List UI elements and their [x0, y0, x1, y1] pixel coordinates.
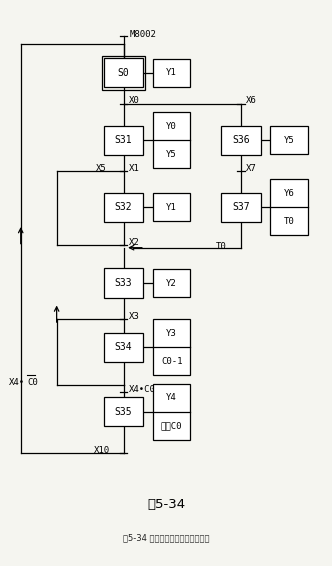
Bar — [221, 193, 261, 222]
Text: S33: S33 — [115, 278, 132, 288]
Bar — [153, 112, 191, 168]
Text: Y1: Y1 — [166, 68, 177, 78]
Text: X0: X0 — [128, 96, 139, 105]
Text: T0: T0 — [216, 242, 226, 251]
Bar — [153, 269, 191, 297]
Text: T0: T0 — [284, 217, 294, 226]
Bar — [104, 268, 143, 298]
Text: X3: X3 — [128, 312, 139, 321]
Bar — [102, 56, 145, 90]
Text: Y6: Y6 — [284, 189, 294, 198]
Text: X4•: X4• — [9, 378, 26, 387]
Text: S32: S32 — [115, 202, 132, 212]
Text: S0: S0 — [118, 68, 129, 78]
Bar — [271, 126, 308, 154]
Text: 图5-34: 图5-34 — [147, 498, 185, 511]
Text: S31: S31 — [115, 135, 132, 145]
Text: S37: S37 — [232, 202, 250, 212]
Text: 图5-34 含有跳步和循环的功能表图: 图5-34 含有跳步和循环的功能表图 — [123, 534, 209, 542]
Text: X1: X1 — [128, 164, 139, 173]
Bar — [221, 126, 261, 155]
Text: Y0: Y0 — [166, 122, 177, 131]
Text: X7: X7 — [246, 164, 257, 173]
Text: M8002: M8002 — [129, 30, 156, 39]
Text: C0: C0 — [27, 378, 38, 387]
Bar — [271, 179, 308, 235]
Text: X5: X5 — [96, 164, 107, 173]
Bar — [153, 384, 191, 440]
Text: 复位C0: 复位C0 — [161, 422, 183, 430]
Text: Y5: Y5 — [284, 136, 294, 144]
Bar — [153, 319, 191, 375]
Text: X2: X2 — [128, 238, 139, 247]
Text: X10: X10 — [94, 445, 110, 454]
Bar — [104, 193, 143, 222]
Text: Y3: Y3 — [166, 329, 177, 338]
Text: S34: S34 — [115, 342, 132, 353]
Text: Y1: Y1 — [166, 203, 177, 212]
Text: C0-1: C0-1 — [161, 357, 183, 366]
Bar — [104, 58, 143, 87]
Bar — [104, 126, 143, 155]
Text: S35: S35 — [115, 407, 132, 417]
Text: Y2: Y2 — [166, 278, 177, 288]
Text: X6: X6 — [246, 96, 257, 105]
Text: X4•C0: X4•C0 — [128, 385, 155, 394]
Text: Y5: Y5 — [166, 149, 177, 158]
Bar — [153, 194, 191, 221]
Text: S36: S36 — [232, 135, 250, 145]
Bar — [153, 59, 191, 87]
Text: Y4: Y4 — [166, 393, 177, 402]
Bar — [104, 397, 143, 426]
Bar — [104, 333, 143, 362]
